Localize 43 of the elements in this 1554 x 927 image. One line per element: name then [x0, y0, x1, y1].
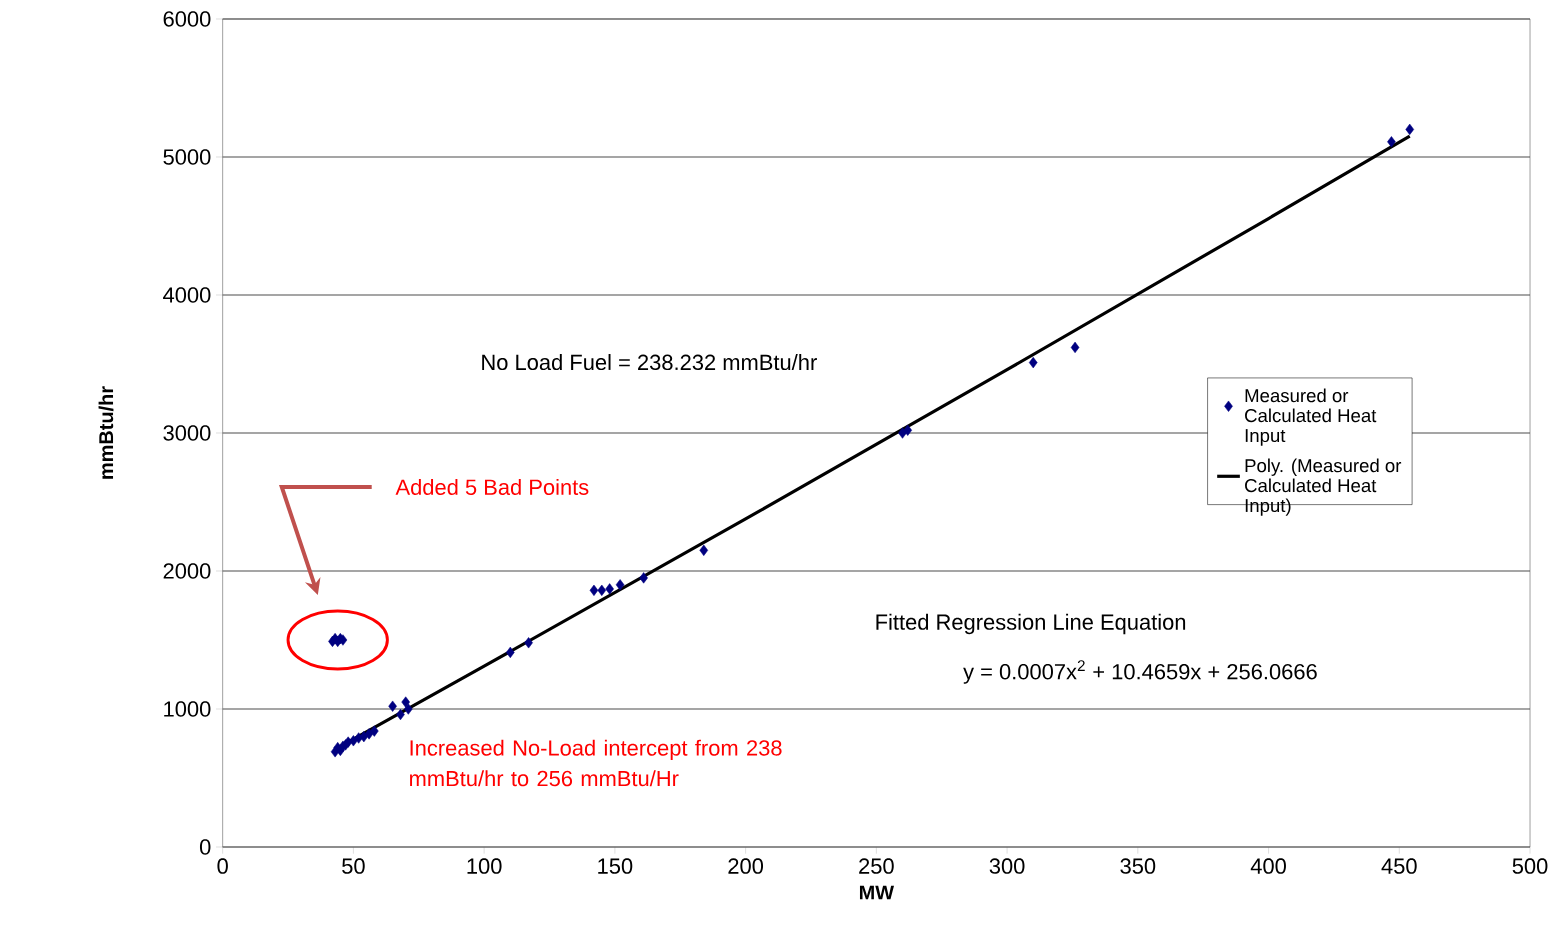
point [615, 579, 625, 591]
y-tick-label: 5000 [163, 149, 211, 165]
x-tick-label: 150 [598, 858, 633, 874]
point [370, 725, 379, 737]
point [524, 637, 533, 649]
y-tick-label: 6000 [163, 11, 211, 27]
y-tick-label: 4000 [163, 287, 211, 303]
legend-label: Measured or Calculated Heat Input [1245, 388, 1377, 446]
x-tick-label: 450 [1381, 858, 1417, 874]
legend-label: Poly. (Measured or Calculated Heat Input) [1245, 458, 1402, 516]
x-tick-label: 350 [1120, 858, 1156, 874]
y-tick-label: 3000 [163, 425, 211, 441]
y-tick-label: 0 [199, 839, 211, 855]
point [903, 424, 912, 436]
annotation: Fitted Regression Line Equation [876, 613, 1186, 635]
x-tick-label: 250 [859, 858, 894, 874]
x-tick-label: 0 [217, 858, 228, 874]
x-tick-label: 500 [1512, 858, 1548, 874]
y-tick-label: 1000 [164, 701, 211, 717]
point [388, 700, 397, 712]
point [589, 584, 599, 596]
annotation: Added 5 Bad Points [395, 478, 589, 495]
point [404, 703, 413, 715]
annotation: y = 0.0007x$^{2}$ + 10.4659x + 256.0666 [963, 660, 1317, 684]
point [1070, 341, 1080, 354]
x-tick-label: 200 [728, 858, 764, 874]
x-tick-label: 400 [1250, 858, 1286, 874]
point [898, 427, 907, 439]
point [1387, 136, 1396, 148]
point [639, 572, 648, 584]
x-tick-label: 50 [342, 858, 365, 874]
point [597, 584, 607, 596]
point [699, 544, 709, 556]
y-axis-title: mmBtu/hr [98, 386, 114, 479]
annotation: Increased No-Load intercept from 238 mmBtu/hr to 256 mmBtu/Hr [410, 739, 782, 787]
annotation: No Load Fuel = 238.232 mmBtu/hr [482, 354, 817, 371]
point [605, 583, 614, 595]
y-tick-label: 2000 [163, 563, 211, 579]
x-axis-title: MW [859, 885, 895, 900]
point [1405, 123, 1415, 135]
point [1028, 357, 1038, 369]
x-tick-label: 100 [467, 858, 502, 874]
x-tick-label: 300 [989, 858, 1025, 874]
